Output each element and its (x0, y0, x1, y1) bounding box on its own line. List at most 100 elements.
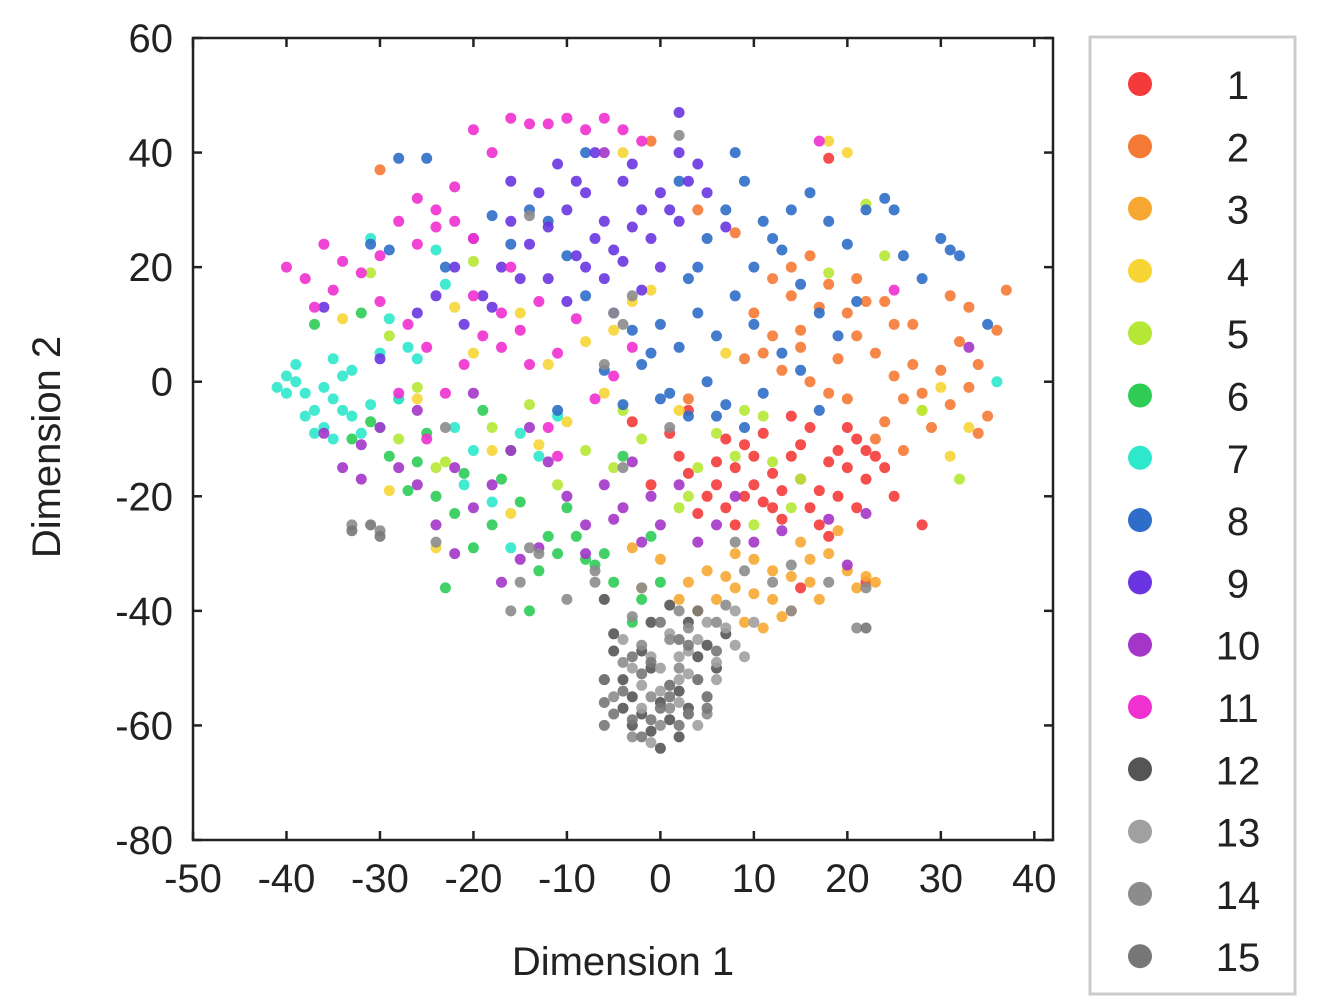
data-point-series-11 (533, 296, 545, 307)
data-point-series-8 (393, 152, 405, 164)
data-point-series-10 (711, 519, 722, 531)
data-point-series-12 (664, 714, 676, 726)
data-point-series-6 (496, 473, 507, 485)
data-point-series-11 (580, 124, 592, 136)
legend-marker-9 (1128, 570, 1152, 595)
data-point-series-5 (785, 502, 797, 514)
data-point-series-8 (486, 210, 498, 222)
data-point-series-15 (636, 731, 648, 743)
data-point-series-2 (832, 353, 844, 365)
data-point-series-2 (888, 370, 900, 382)
data-point-series-10 (580, 519, 592, 531)
legend-marker-6 (1128, 383, 1152, 408)
data-point-series-10 (449, 548, 461, 560)
data-point-series-14 (505, 605, 517, 617)
legend-marker-5 (1128, 321, 1152, 346)
data-point-series-8 (954, 250, 965, 262)
legend-label-8: 8 (1227, 500, 1249, 544)
data-point-series-9 (636, 284, 648, 296)
data-point-series-14 (664, 634, 676, 645)
data-point-series-14 (589, 576, 601, 588)
data-point-series-9 (673, 147, 685, 159)
data-point-series-13 (654, 662, 666, 674)
legend-label-15: 15 (1216, 936, 1261, 980)
data-point-series-11 (467, 233, 479, 244)
data-point-series-6 (346, 433, 358, 445)
data-point-series-15 (673, 634, 685, 645)
data-point-series-1 (757, 496, 769, 508)
data-point-series-1 (804, 502, 816, 514)
data-point-series-4 (533, 439, 545, 451)
data-point-series-12 (692, 651, 704, 663)
data-point-series-13 (645, 737, 657, 749)
data-point-series-2 (748, 307, 760, 319)
data-point-series-10 (505, 445, 517, 456)
data-point-series-5 (608, 462, 620, 474)
data-point-series-11 (374, 296, 386, 307)
data-point-series-8 (617, 399, 629, 411)
data-point-series-12 (608, 628, 620, 640)
data-point-series-7 (449, 422, 461, 433)
data-point-series-11 (411, 192, 423, 204)
data-point-series-6 (402, 485, 414, 497)
data-point-series-8 (552, 404, 564, 416)
data-point-series-2 (879, 416, 891, 428)
data-point-series-8 (776, 347, 788, 359)
data-point-series-9 (552, 158, 564, 170)
data-point-series-14 (617, 656, 629, 668)
data-point-series-2 (963, 381, 975, 393)
data-point-series-7 (309, 404, 320, 416)
data-point-series-9 (617, 255, 629, 267)
data-point-series-3 (673, 593, 685, 605)
data-point-series-14 (589, 565, 601, 577)
data-point-series-11 (402, 318, 414, 330)
data-point-series-2 (739, 353, 750, 365)
data-point-series-11 (524, 359, 535, 370)
data-point-series-7 (281, 387, 292, 399)
data-point-series-8 (654, 318, 666, 330)
data-point-series-14 (524, 210, 535, 222)
data-point-series-11 (449, 215, 461, 227)
data-point-series-10 (467, 502, 479, 514)
data-point-series-1 (720, 502, 732, 514)
data-point-series-10 (467, 387, 479, 399)
data-point-series-9 (608, 244, 620, 256)
data-point-series-6 (365, 416, 377, 428)
data-point-series-14 (514, 576, 526, 588)
data-point-series-13 (720, 622, 732, 634)
data-point-series-6 (514, 496, 526, 508)
data-point-series-2 (860, 296, 872, 307)
data-point-series-9 (505, 175, 517, 187)
data-point-series-1 (739, 439, 750, 451)
data-point-series-1 (785, 410, 797, 422)
data-point-series-2 (869, 347, 881, 359)
data-point-series-1 (748, 450, 760, 462)
data-point-series-7 (991, 376, 1003, 388)
data-point-series-11 (542, 118, 554, 130)
data-point-series-6 (598, 548, 610, 560)
legend-marker-2 (1128, 134, 1152, 159)
x-tick-label: -10 (538, 857, 596, 901)
data-point-series-1 (841, 422, 853, 433)
data-point-series-8 (729, 147, 741, 159)
data-point-series-8 (739, 175, 750, 187)
data-point-series-2 (682, 393, 694, 405)
data-point-series-4 (411, 393, 423, 405)
data-point-series-7 (514, 427, 526, 439)
data-point-series-8 (813, 404, 825, 416)
data-point-series-11 (888, 284, 900, 296)
data-point-series-2 (729, 227, 741, 239)
data-point-series-1 (832, 445, 844, 456)
data-point-series-15 (673, 719, 685, 731)
data-point-series-2 (897, 445, 909, 456)
data-point-series-5 (439, 456, 451, 468)
data-point-series-2 (785, 290, 797, 302)
data-point-series-7 (533, 450, 545, 462)
data-point-series-14 (739, 565, 750, 577)
data-point-series-2 (972, 427, 984, 439)
data-point-series-3 (832, 525, 844, 537)
y-tick-label: -20 (115, 475, 173, 519)
data-point-series-4 (608, 324, 620, 336)
data-point-series-14 (524, 542, 535, 554)
data-point-series-11 (505, 112, 517, 124)
